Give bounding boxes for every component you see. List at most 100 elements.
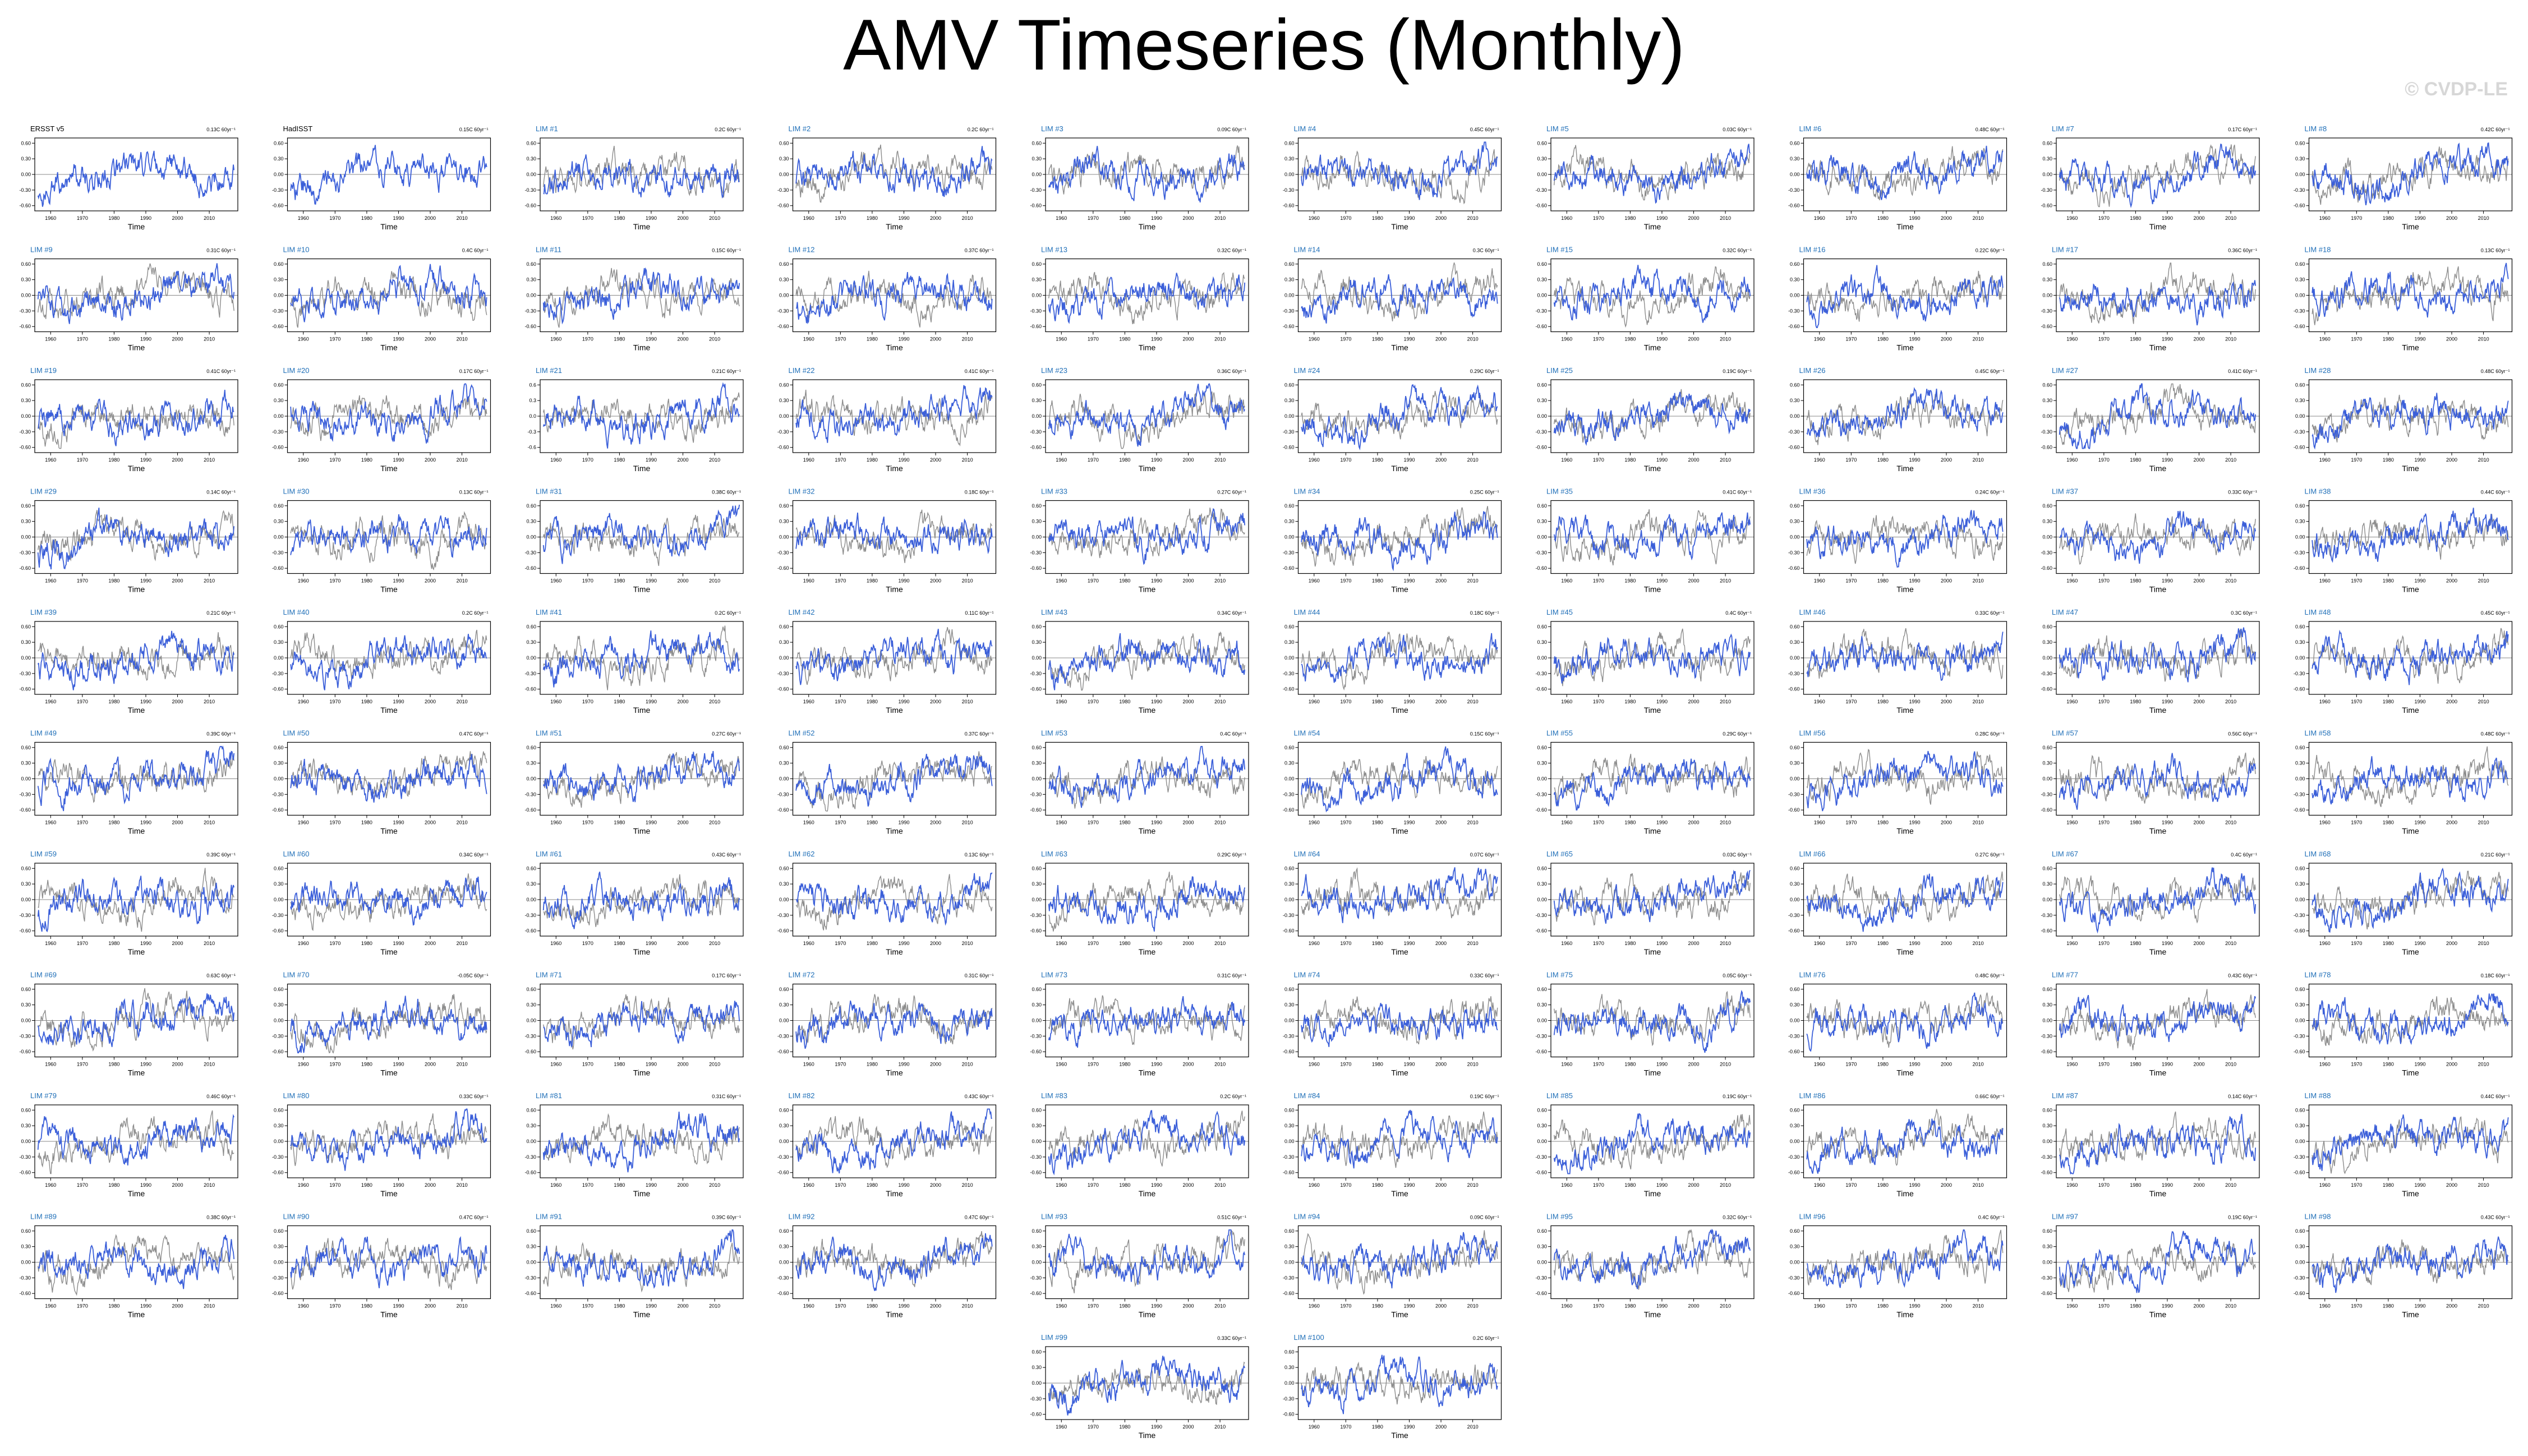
model-series-line [2311, 262, 2509, 318]
y-tick-label: 0.00 [1284, 1139, 1295, 1144]
panel-label: LIM #36 [1799, 487, 1826, 496]
panel: LIM #85 0.19C 60yr⁻¹0.600.300.00-0.30-0.6… [1535, 1091, 1755, 1198]
x-tick-label: 1960 [2319, 1303, 2331, 1309]
x-axis-label: Time [2402, 1068, 2419, 1077]
x-tick-label: 2010 [2478, 820, 2489, 826]
y-tick-label: -0.30 [777, 1033, 789, 1039]
y-tick-label: -0.30 [777, 671, 789, 676]
x-axis-label: Time [1896, 343, 1914, 352]
x-tick-label: 2000 [678, 215, 689, 221]
page-title: AMV Timeseries (Monthly) [843, 5, 1685, 85]
y-tick-label: 0.60 [1284, 987, 1295, 992]
y-tick-label: 0.30 [21, 639, 31, 645]
trend-label: 0.19C 60yr⁻¹ [2228, 1215, 2257, 1220]
x-tick-label: 2010 [1720, 457, 1731, 463]
x-tick-label: 2000 [1183, 1424, 1194, 1430]
model-series-line [290, 996, 487, 1053]
panel-label: LIM #77 [2052, 971, 2078, 979]
obs-series-line [1301, 149, 1498, 205]
x-tick-label: 1970 [2351, 699, 2362, 704]
x-axis-label: Time [1139, 1431, 1156, 1440]
x-tick-label: 1970 [77, 457, 88, 463]
y-tick-label: -0.60 [1030, 1291, 1042, 1296]
y-tick-label: 0.60 [2295, 865, 2305, 871]
x-tick-label: 1970 [1088, 1182, 1099, 1188]
x-tick-label: 1980 [1372, 941, 1383, 946]
model-series-line [2059, 753, 2257, 810]
x-tick-label: 1960 [2066, 1303, 2078, 1309]
x-tick-label: 2000 [1435, 1182, 1447, 1188]
panel: LIM #24 0.29C 60yr⁻¹0.600.300.00-0.30-0.6… [1283, 366, 1502, 473]
trend-label: 0.09C 60yr⁻¹ [1217, 127, 1246, 132]
obs-series-line [1806, 992, 2004, 1048]
y-tick-label: 0.60 [1537, 382, 1547, 388]
panel: LIM #73 0.31C 60yr⁻¹0.600.300.00-0.30-0.6… [1030, 971, 1249, 1077]
panel-label: LIM #72 [789, 971, 815, 979]
x-tick-label: 2000 [1688, 1303, 1700, 1309]
y-tick-label: 0.60 [1284, 1107, 1295, 1113]
x-axis-label: Time [2402, 585, 2419, 594]
panel: LIM #28 0.48C 60yr⁻¹0.600.300.00-0.30-0.6… [2294, 366, 2513, 473]
y-tick-label: -0.60 [777, 1049, 789, 1054]
x-tick-label: 1980 [867, 820, 878, 826]
y-tick-label: 0.30 [2042, 398, 2052, 403]
y-tick-label: 0.30 [274, 156, 284, 162]
y-tick-label: 0.30 [1284, 1002, 1295, 1008]
x-tick-label: 1970 [77, 1062, 88, 1067]
panel: LIM #41 0.2C 60yr⁻¹0.600.300.00-0.30-0.60… [524, 608, 744, 715]
x-tick-label: 1990 [646, 699, 657, 704]
x-tick-label: 1960 [1309, 1062, 1320, 1067]
y-tick-label: -0.60 [2294, 807, 2305, 813]
trend-label: 0.34C 60yr⁻¹ [1217, 610, 1246, 616]
x-tick-label: 2010 [204, 820, 215, 826]
y-tick-label: 0.00 [2042, 655, 2052, 661]
x-tick-label: 1980 [2383, 820, 2394, 826]
y-tick-label: 0.00 [1284, 535, 1295, 540]
panel: LIM #2 0.2C 60yr⁻¹0.600.300.00-0.30-0.601… [777, 125, 997, 231]
y-tick-label: -0.30 [524, 1033, 536, 1039]
x-tick-label: 2010 [204, 215, 215, 221]
y-tick-label: 0.60 [1032, 1349, 1042, 1354]
trend-label: 0.27C 60yr⁻¹ [712, 731, 741, 737]
panel-label: LIM #14 [1294, 246, 1320, 254]
x-tick-label: 2000 [678, 941, 689, 946]
x-tick-label: 1960 [803, 1062, 814, 1067]
trend-label: 0.46C 60yr⁻¹ [206, 1094, 236, 1099]
trend-label: 0.4C 60yr⁻¹ [1978, 1215, 2005, 1220]
y-tick-label: -0.30 [1030, 913, 1042, 918]
y-tick-label: -0.30 [1788, 1154, 1800, 1160]
x-tick-label: 1960 [45, 1182, 56, 1188]
x-tick-label: 2010 [2225, 1182, 2236, 1188]
y-tick-label: 0.30 [1032, 1365, 1042, 1370]
model-series-line [542, 750, 740, 803]
x-axis-label: Time [1391, 1310, 1408, 1319]
x-tick-label: 1990 [1656, 337, 1668, 342]
y-tick-label: 0.30 [1790, 1123, 1800, 1128]
y-tick-label: 0.60 [274, 382, 284, 388]
x-tick-label: 2000 [1941, 1182, 1952, 1188]
y-tick-label: -0.30 [1535, 1033, 1547, 1039]
y-tick-label: 0.0 [529, 413, 536, 419]
watermark: © CVDP-LE [2405, 79, 2508, 100]
y-tick-label: 0.00 [2042, 413, 2052, 419]
y-tick-label: -0.30 [19, 913, 31, 918]
y-tick-label: 0.00 [526, 1260, 536, 1265]
panel-label: LIM #95 [1546, 1213, 1573, 1221]
model-series-line [290, 754, 487, 803]
y-tick-label: -0.30 [524, 913, 536, 918]
panel-label: HadISST [283, 125, 313, 133]
x-tick-label: 1970 [77, 699, 88, 704]
trend-label: 0.13C 60yr⁻¹ [206, 127, 236, 132]
x-axis-label: Time [1644, 464, 1661, 473]
x-axis-label: Time [886, 585, 903, 594]
obs-series-line [1048, 1229, 1245, 1294]
x-axis-label: Time [1391, 1189, 1408, 1198]
y-tick-label: 0.00 [274, 413, 284, 419]
x-tick-label: 2000 [678, 337, 689, 342]
y-tick-label: 0.60 [21, 865, 31, 871]
panel-label: LIM #8 [2305, 125, 2327, 133]
x-tick-label: 1990 [393, 457, 404, 463]
y-tick-label: 0.30 [2042, 761, 2052, 766]
y-tick-label: 0.60 [1032, 624, 1042, 629]
y-tick-label: -0.30 [2041, 429, 2052, 435]
